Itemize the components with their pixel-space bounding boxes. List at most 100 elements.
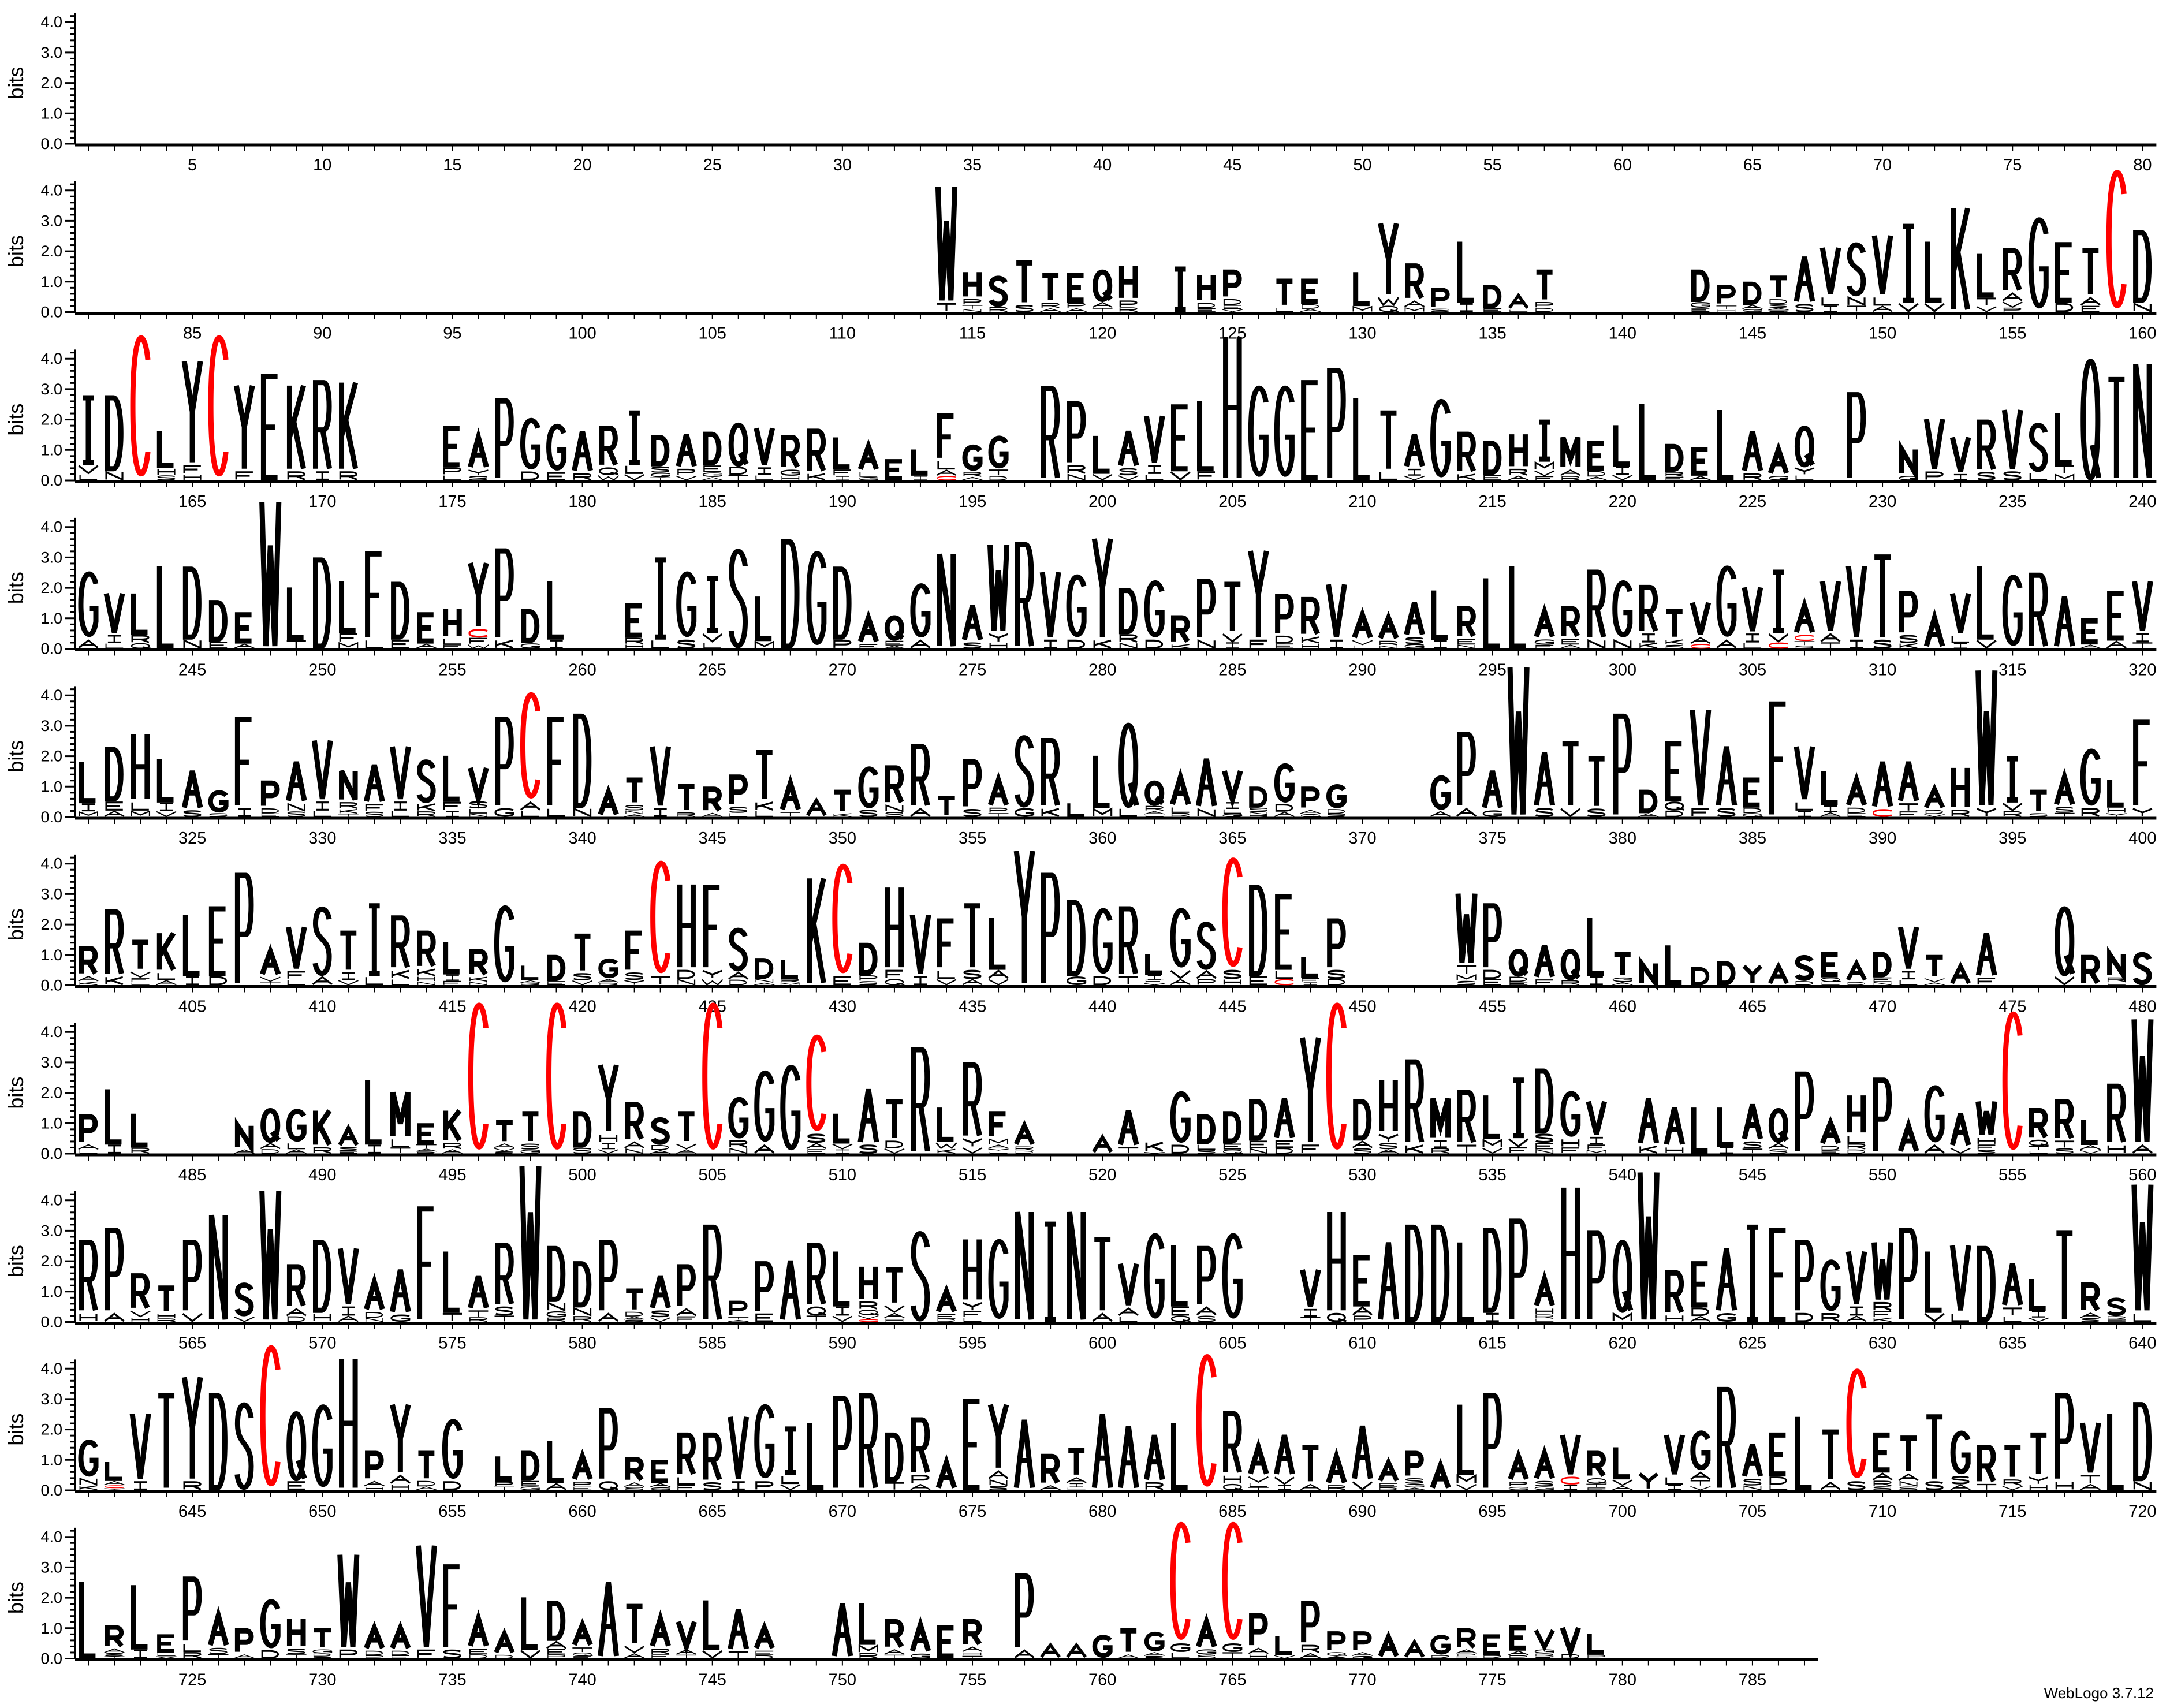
logo-letter-A — [79, 640, 98, 648]
logo-letter-glyph — [1068, 303, 1085, 308]
logo-stack — [313, 1630, 331, 1658]
logo-letter-V — [2055, 977, 2074, 984]
logo-letter-glyph — [1354, 1149, 1371, 1153]
logo-letter-glyph — [1250, 1447, 1266, 1474]
logo-letter-L — [392, 811, 409, 816]
logo-letter-glyph — [1769, 476, 1788, 480]
logo-letter-T — [1456, 1657, 1477, 1658]
logo-letter-glyph — [1095, 1637, 1110, 1655]
logo-letter-T — [1381, 413, 1397, 468]
logo-letter-glyph — [393, 1092, 408, 1136]
logo-stack — [1795, 428, 1814, 480]
logo-stack — [1536, 1071, 1553, 1153]
logo-letter-glyph — [521, 1150, 539, 1153]
logo-letter-P — [496, 1482, 513, 1486]
logo-letter-glyph — [1510, 1148, 1527, 1153]
logo-letter-C — [133, 338, 148, 473]
logo-letter-L — [938, 461, 955, 469]
logo-letter-glyph — [2084, 1285, 2098, 1310]
logo-letter-glyph — [444, 1143, 461, 1148]
logo-letter-glyph — [1120, 308, 1138, 312]
logo-stack — [1952, 594, 1969, 648]
logo-letter-glyph — [1666, 1478, 1683, 1484]
logo-letter-A — [1744, 1444, 1761, 1476]
logo-stack — [598, 960, 618, 984]
logo-letter-glyph — [1094, 1239, 1110, 1310]
logo-letter-glyph — [288, 812, 305, 816]
logo-stack — [2056, 245, 2072, 311]
x-tick-label: 520 — [1088, 1166, 1116, 1184]
logo-letter-I — [1903, 226, 1914, 300]
logo-letter-glyph — [444, 468, 460, 475]
logo-letter-L — [860, 472, 877, 476]
logo-stack — [885, 1102, 904, 1153]
logo-letter-glyph — [731, 1302, 746, 1315]
x-tick-label: 245 — [178, 661, 206, 680]
logo-letter-T — [338, 814, 359, 817]
logo-letter-E — [1380, 1483, 1397, 1487]
logo-letter-glyph — [756, 476, 773, 480]
x-tick-label: 275 — [959, 661, 986, 680]
logo-letter-glyph — [1795, 642, 1815, 645]
logo-letter-glyph — [758, 596, 771, 639]
logo-letter-glyph — [1433, 1098, 1448, 1137]
logo-letter-glyph — [1405, 301, 1425, 307]
logo-letter-E — [888, 461, 902, 479]
logo-letter-P — [1200, 581, 1214, 637]
logo-letter-C — [705, 1005, 720, 1147]
logo-letter-glyph — [1120, 1631, 1136, 1651]
logo-letter-glyph — [576, 1114, 589, 1145]
logo-letter-glyph — [1224, 1150, 1243, 1153]
logo-letter-R — [1562, 981, 1579, 985]
logo-letter-A — [653, 1276, 669, 1308]
logo-letter-glyph — [1874, 762, 1891, 806]
logo-letter-S — [184, 811, 200, 816]
logo-stack — [1562, 1628, 1579, 1658]
logo-letter-glyph — [107, 749, 121, 799]
logo-letter-T — [1589, 759, 1605, 806]
logo-letter-glyph — [289, 1112, 304, 1139]
logo-letter-N — [2109, 954, 2123, 975]
logo-stack — [678, 574, 695, 648]
logo-letter-R — [2110, 1086, 2124, 1142]
logo-letter-glyph — [1563, 744, 1579, 805]
logo-letter-glyph — [1560, 645, 1580, 648]
logo-letter-L — [2031, 1279, 2045, 1308]
logo-letter-N — [1642, 964, 1656, 983]
logo-letter-glyph — [1954, 644, 1967, 648]
logo-stack — [860, 1090, 877, 1153]
logo-letter-L — [1770, 1485, 1787, 1490]
logo-letter-M — [2055, 475, 2074, 480]
logo-letter-Q — [1328, 1314, 1347, 1321]
logo-letter-D — [1666, 811, 1682, 816]
logo-stack — [105, 1230, 124, 1321]
logo-letter-T — [1276, 281, 1292, 305]
logo-letter-S — [1198, 1150, 1215, 1153]
logo-stack — [1691, 1264, 1710, 1322]
logo-letter-glyph — [2133, 1146, 2152, 1153]
logo-letter-I — [446, 811, 459, 816]
logo-letter-L — [1069, 803, 1084, 815]
logo-letter-L — [1927, 1252, 1941, 1311]
logo-letter-W — [2134, 1185, 2151, 1311]
logo-letter-A — [1248, 1649, 1268, 1654]
logo-letter-R — [1979, 1447, 1993, 1481]
logo-stack — [1509, 1080, 1528, 1153]
logo-letter-glyph — [810, 431, 823, 471]
logo-stack — [1508, 434, 1528, 480]
logo-stack — [1873, 236, 1892, 311]
logo-letter-H — [886, 1319, 903, 1322]
logo-letter-Q — [2030, 1140, 2049, 1146]
logo-stack — [1926, 618, 1942, 646]
logo-letter-glyph — [366, 1318, 383, 1322]
logo-letter-E — [1536, 645, 1553, 648]
logo-letter-E — [159, 1636, 174, 1651]
logo-letter-V — [676, 476, 696, 480]
logo-letter-glyph — [523, 420, 538, 467]
logo-letter-glyph — [316, 472, 329, 480]
logo-stack — [208, 1616, 229, 1658]
logo-letter-L — [444, 476, 461, 480]
logo-stack — [677, 1267, 696, 1322]
x-tick-label: 615 — [1478, 1334, 1506, 1353]
x-tick-label: 345 — [699, 829, 726, 848]
